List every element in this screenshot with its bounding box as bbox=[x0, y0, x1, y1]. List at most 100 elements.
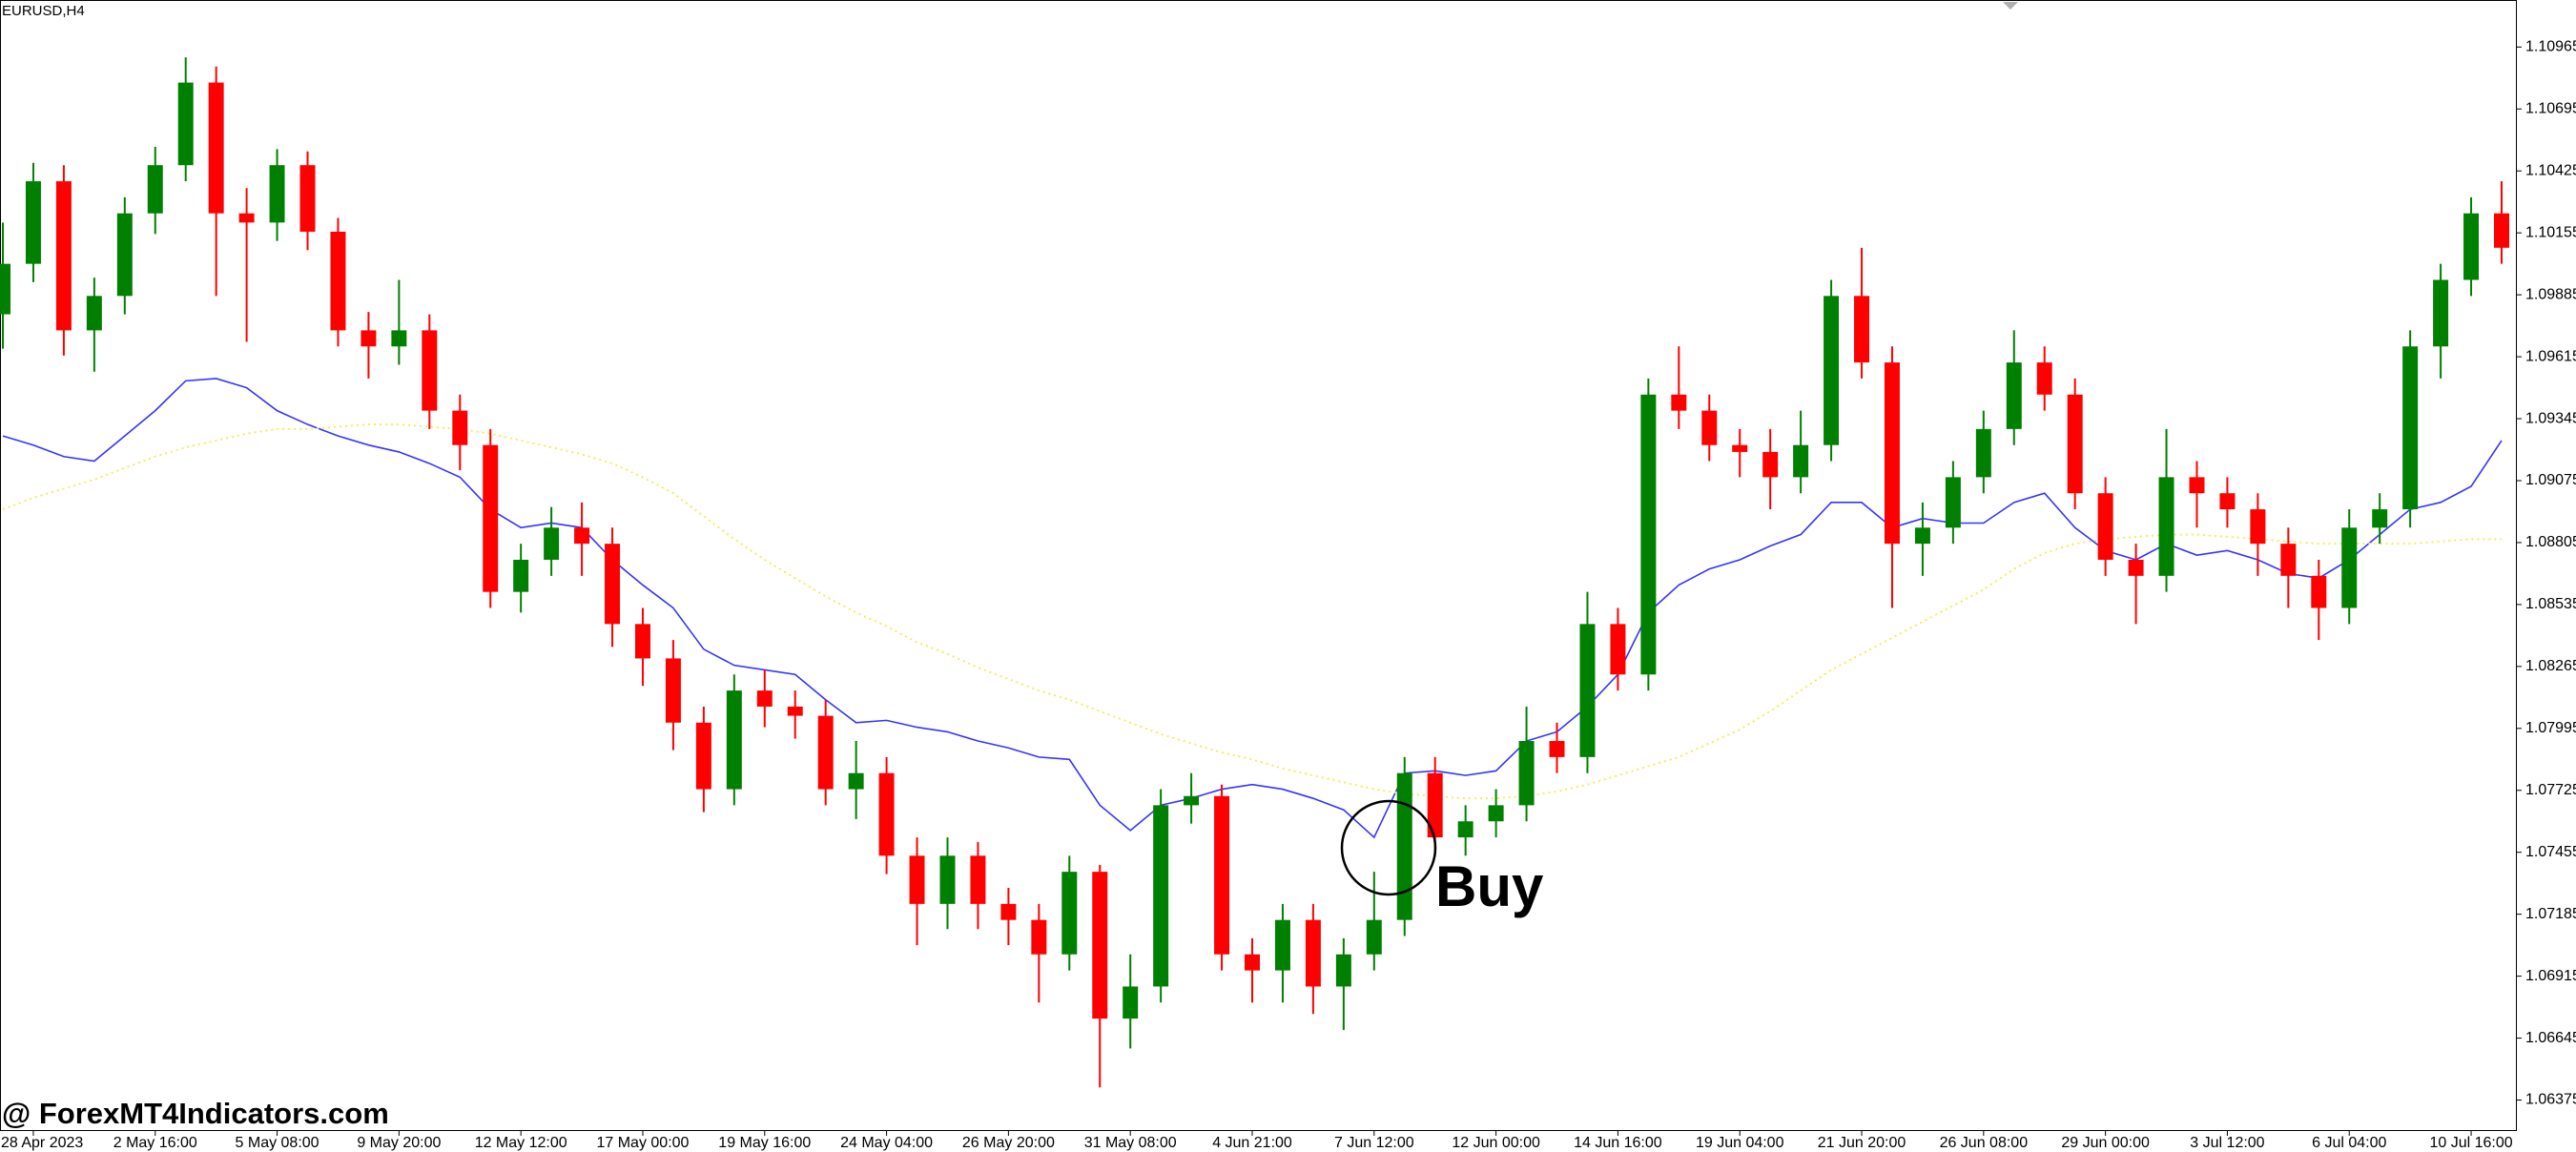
candle-body bbox=[574, 527, 590, 545]
candle-body bbox=[208, 82, 224, 214]
candle-body bbox=[2311, 575, 2327, 608]
candle-body bbox=[86, 296, 102, 331]
candle-body bbox=[1214, 795, 1230, 955]
x-tick-label: 17 May 00:00 bbox=[596, 1135, 689, 1151]
candle-body bbox=[1518, 741, 1535, 806]
x-tick-label: 9 May 20:00 bbox=[357, 1135, 441, 1151]
candle-body bbox=[2067, 394, 2083, 494]
candle-body bbox=[1153, 805, 1169, 987]
candle-body bbox=[25, 181, 41, 264]
y-tick-label: 1.10425 bbox=[2525, 162, 2576, 178]
candle-body bbox=[1305, 919, 1321, 987]
candle-body bbox=[2128, 559, 2144, 576]
buy-circle bbox=[1340, 799, 1437, 896]
watermark: @ ForexMT4Indicators.com bbox=[2, 1097, 389, 1130]
x-tick-label: 12 Jun 00:00 bbox=[1452, 1135, 1540, 1151]
x-tick-label: 29 Jun 00:00 bbox=[2061, 1135, 2150, 1151]
candle-body bbox=[1701, 410, 1718, 445]
x-tick-label: 3 Jul 12:00 bbox=[2190, 1135, 2264, 1151]
candle-body bbox=[1854, 296, 1870, 363]
annotation: Buy bbox=[1435, 854, 1544, 918]
candle-body bbox=[756, 690, 773, 707]
candle-body bbox=[2402, 346, 2419, 510]
x-tick-label: 7 Jun 12:00 bbox=[1334, 1135, 1414, 1151]
candle-body bbox=[1824, 296, 1840, 445]
candle-body bbox=[330, 231, 346, 331]
chart-title: EURUSD,H4 bbox=[2, 3, 85, 19]
candle-body bbox=[1732, 444, 1748, 452]
candle-body bbox=[2036, 362, 2052, 395]
candle-body bbox=[2494, 213, 2509, 248]
x-tick-label: 4 Jun 21:00 bbox=[1212, 1135, 1292, 1151]
candle-body bbox=[1061, 872, 1078, 955]
y-tick-label: 1.10155 bbox=[2525, 224, 2576, 240]
candle-body bbox=[1366, 919, 1382, 955]
overlay-lines bbox=[2, 378, 2503, 839]
candle-body bbox=[2250, 509, 2266, 545]
candle-body bbox=[909, 855, 925, 904]
y-tick-label: 1.07185 bbox=[2525, 906, 2576, 922]
x-tick-label: 31 May 08:00 bbox=[1084, 1135, 1177, 1151]
candle-body bbox=[970, 855, 986, 904]
candle-body bbox=[878, 772, 895, 856]
y-tick-label: 1.08265 bbox=[2525, 658, 2576, 674]
candle-body bbox=[1579, 624, 1596, 757]
candle-body bbox=[1000, 903, 1017, 920]
y-tick-label: 1.09615 bbox=[2525, 348, 2576, 364]
candle-body bbox=[1488, 805, 1504, 822]
y-tick-label: 1.06645 bbox=[2525, 1030, 2576, 1046]
moving-average-line bbox=[2, 378, 2503, 839]
candle-body bbox=[1884, 362, 1900, 545]
candle-body bbox=[513, 559, 529, 592]
x-tick-label: 12 May 12:00 bbox=[475, 1135, 567, 1151]
candle-body bbox=[2280, 544, 2297, 576]
candle-body bbox=[1427, 772, 1443, 838]
y-tick-label: 1.09075 bbox=[2525, 472, 2576, 488]
y-tick-label: 1.09885 bbox=[2525, 286, 2576, 302]
candle-body bbox=[2158, 477, 2174, 576]
candle-body bbox=[1184, 795, 1200, 806]
candle-body bbox=[605, 544, 621, 625]
candle-body bbox=[1245, 954, 1260, 971]
candle-body bbox=[1945, 477, 1961, 528]
candle-body bbox=[1671, 394, 1687, 411]
candle-body bbox=[2372, 509, 2388, 528]
candle-body bbox=[1610, 624, 1626, 675]
x-tick-label: 6 Jul 04:00 bbox=[2312, 1135, 2386, 1151]
candle-body bbox=[299, 165, 316, 232]
candle-body bbox=[361, 330, 377, 347]
x-tick-label: 21 Jun 20:00 bbox=[1818, 1135, 1906, 1151]
candle-body bbox=[238, 213, 255, 223]
candle-body bbox=[2219, 493, 2236, 510]
candle-body bbox=[2097, 493, 2113, 560]
candle-body bbox=[939, 855, 956, 904]
y-tick-label: 1.07455 bbox=[2525, 844, 2576, 860]
y-tick-label: 1.08805 bbox=[2525, 534, 2576, 550]
candle-body bbox=[817, 715, 834, 790]
axes: 1.06375 1.06645 1.06915 1.07185 1.07455 1.077… bbox=[1, 39, 2576, 1152]
candle-body bbox=[1335, 954, 1351, 987]
candle-body bbox=[147, 165, 163, 214]
candle-body bbox=[1396, 772, 1412, 920]
candle-body bbox=[634, 624, 650, 659]
candle-body bbox=[2341, 527, 2358, 608]
y-tick-label: 1.07725 bbox=[2525, 782, 2576, 798]
candle-body bbox=[1640, 394, 1657, 675]
x-tick-label: 10 Jul 16:00 bbox=[2429, 1135, 2512, 1151]
y-tick-label: 1.06915 bbox=[2525, 968, 2576, 984]
candle-body bbox=[2189, 477, 2205, 494]
x-tick-label: 24 May 04:00 bbox=[840, 1135, 933, 1151]
x-tick-label: 26 Jun 08:00 bbox=[1940, 1135, 2029, 1151]
candle-body bbox=[483, 444, 499, 592]
y-tick-label: 1.08535 bbox=[2525, 596, 2576, 612]
candle-body bbox=[0, 263, 10, 315]
x-tick-label: 26 May 20:00 bbox=[962, 1135, 1055, 1151]
candle-body bbox=[1762, 451, 1779, 478]
y-tick-label: 1.07995 bbox=[2525, 720, 2576, 736]
candle-body bbox=[848, 772, 864, 790]
x-tick-label: 14 Jun 16:00 bbox=[1574, 1135, 1662, 1151]
candle-body bbox=[1457, 821, 1473, 838]
candle-body bbox=[1549, 741, 1565, 757]
